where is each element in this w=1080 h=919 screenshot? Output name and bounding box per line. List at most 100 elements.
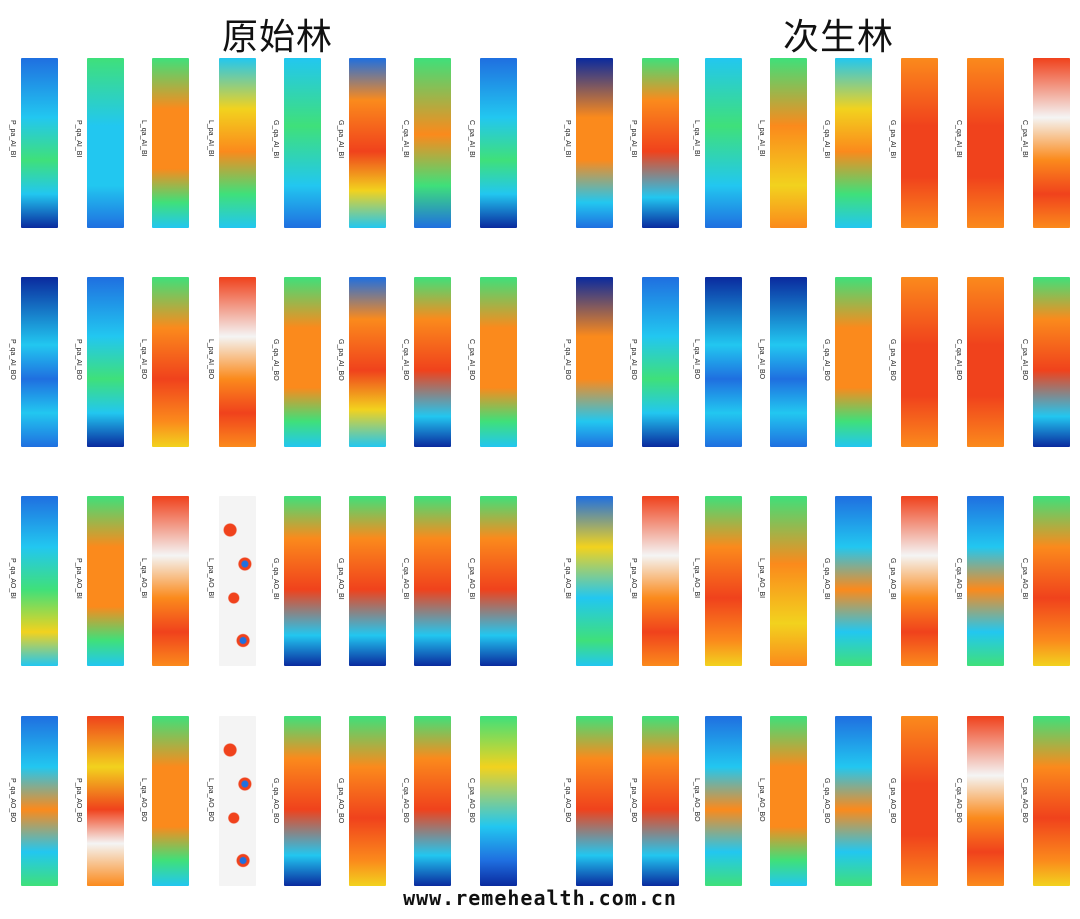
- strip-label: P_pa_AI_BI: [630, 120, 637, 158]
- heatmap-strip: [480, 496, 517, 666]
- heatmap-strip: [901, 716, 938, 886]
- heatmap-strip: [576, 58, 613, 228]
- strip-label: L_qa_AO_BO: [140, 778, 147, 822]
- heatmap-strip: [21, 716, 58, 886]
- strip-label: P_pa_AO_BO: [75, 778, 82, 823]
- heatmap-strip: [21, 277, 58, 447]
- strip-label: C_pa_AI_BI: [468, 120, 475, 158]
- heatmap-strip: [284, 716, 321, 886]
- heatmap-strip: [480, 58, 517, 228]
- heatmap-strip: [901, 58, 938, 228]
- strip-label: L_pa_AI_BO: [207, 339, 214, 380]
- strip-label: P_qa_AO_BI: [9, 558, 16, 599]
- heatmap-strip: [705, 716, 742, 886]
- strip-label: G_qa_AI_BI: [823, 120, 830, 159]
- heatmap-strip: [835, 277, 872, 447]
- heatmap-strip: [87, 58, 124, 228]
- strip-label: C_qa_AI_BO: [402, 339, 409, 381]
- heatmap-strip: [705, 496, 742, 666]
- heatmap-strip: [349, 716, 386, 886]
- heatmap-strip: [219, 496, 256, 666]
- strip-label: G_qa_AI_BO: [823, 339, 830, 381]
- strip-label: C_pa_AI_BO: [468, 339, 475, 381]
- heatmap-strip: [901, 496, 938, 666]
- strip-label: L_qa_AO_BI: [693, 558, 700, 599]
- strip-label: C_pa_AO_BO: [468, 778, 475, 823]
- strip-label: L_pa_AI_BO: [758, 339, 765, 380]
- heatmap-strip: [967, 58, 1004, 228]
- strip-label: L_qa_AI_BI: [693, 120, 700, 157]
- strip-label: G_pa_AI_BI: [337, 120, 344, 159]
- strip-label: P_qa_AI_BI: [564, 120, 571, 158]
- heatmap-strip: [576, 496, 613, 666]
- strip-label: G_pa_AI_BO: [889, 339, 896, 381]
- strip-label: C_qa_AO_BI: [955, 558, 962, 600]
- heatmap-strip: [901, 277, 938, 447]
- heatmap-strip: [705, 277, 742, 447]
- strip-label: C_qa_AI_BO: [955, 339, 962, 381]
- heatmap-strip: [284, 58, 321, 228]
- strip-label: P_qa_AO_BO: [564, 778, 571, 823]
- heatmap-strip: [414, 58, 451, 228]
- strip-label: L_qa_AI_BI: [140, 120, 147, 157]
- heatmap-strip: [349, 58, 386, 228]
- heatmap-strip: [705, 58, 742, 228]
- heatmap-strip: [1033, 58, 1070, 228]
- strip-label: G_qa_AO_BI: [823, 558, 830, 600]
- heatmap-strip: [219, 277, 256, 447]
- heatmap-strip: [284, 277, 321, 447]
- heatmap-strip: [770, 496, 807, 666]
- strip-label: L_qa_AI_BO: [693, 339, 700, 380]
- heatmap-strip: [21, 58, 58, 228]
- strip-label: C_pa_AI_BO: [1021, 339, 1028, 381]
- strip-label: L_pa_AO_BO: [758, 778, 765, 822]
- strip-label: P_pa_AI_BO: [630, 339, 637, 380]
- strip-label: L_pa_AI_BI: [758, 120, 765, 157]
- strip-label: C_pa_AO_BI: [468, 558, 475, 600]
- heatmap-strip: [414, 277, 451, 447]
- heatmap-strip: [835, 58, 872, 228]
- strip-label: L_qa_AI_BO: [140, 339, 147, 380]
- strip-label: C_pa_AO_BI: [1021, 558, 1028, 600]
- strip-label: L_pa_AO_BO: [207, 778, 214, 822]
- strip-label: C_qa_AO_BO: [402, 778, 409, 823]
- heatmap-strip: [21, 496, 58, 666]
- heatmap-strip: [87, 277, 124, 447]
- heatmap-strip: [414, 716, 451, 886]
- strip-label: P_pa_AI_BI: [9, 120, 16, 158]
- heatmap-strip: [576, 716, 613, 886]
- heatmap-strip: [642, 496, 679, 666]
- heatmap-strip: [414, 496, 451, 666]
- strip-label: P_pa_AI_BO: [75, 339, 82, 380]
- strip-label: C_qa_AO_BO: [955, 778, 962, 823]
- heatmap-strip: [770, 58, 807, 228]
- strip-label: C_qa_AI_BI: [955, 120, 962, 158]
- heatmap-strip: [967, 277, 1004, 447]
- heatmap-strip: [219, 716, 256, 886]
- heatmap-strip: [576, 277, 613, 447]
- heatmap-strip: [835, 716, 872, 886]
- strip-label: L_pa_AO_BI: [207, 558, 214, 599]
- heatmap-strip: [642, 716, 679, 886]
- strip-label: G_pa_AO_BI: [889, 558, 896, 600]
- strip-label: P_pa_AO_BI: [75, 558, 82, 599]
- strip-label: G_pa_AO_BO: [337, 778, 344, 824]
- strip-label: C_pa_AI_BI: [1021, 120, 1028, 158]
- strip-label: C_qa_AI_BI: [402, 120, 409, 158]
- heatmap-strip: [1033, 277, 1070, 447]
- strip-label: P_pa_AO_BO: [630, 778, 637, 823]
- heatmap-strip: [349, 277, 386, 447]
- heatmap-strip: [1033, 716, 1070, 886]
- strip-label: P_pa_AO_BI: [630, 558, 637, 599]
- title-primary-forest: 原始林: [222, 17, 334, 58]
- heatmap-strip: [87, 716, 124, 886]
- heatmap-strip: [480, 716, 517, 886]
- strip-label: P_qa_AI_BI: [75, 120, 82, 158]
- strip-label: G_qa_AO_BO: [823, 778, 830, 824]
- strip-label: G_pa_AO_BI: [337, 558, 344, 600]
- heatmap-strip: [642, 58, 679, 228]
- strip-label: L_pa_AO_BI: [758, 558, 765, 599]
- heatmap-strip: [967, 716, 1004, 886]
- strip-label: P_qa_AO_BI: [564, 558, 571, 599]
